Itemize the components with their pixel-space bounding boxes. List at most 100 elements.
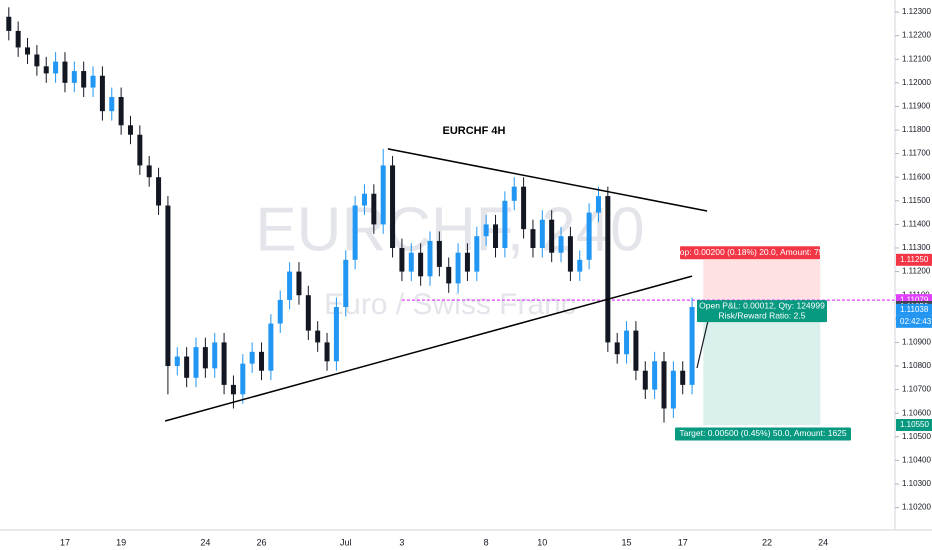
target-label: Target: 0.00500 (0.45%) 50.0, Amount: 16…	[679, 428, 847, 438]
candle-body	[230, 384, 236, 395]
y-tick-label: 1.12200	[902, 31, 931, 40]
label-box	[680, 246, 820, 260]
candle-body	[483, 224, 489, 237]
candle-body	[502, 200, 508, 249]
x-tick-label: 19	[116, 537, 126, 547]
candle-body	[221, 342, 227, 385]
y-tick-label: 1.10500	[902, 432, 931, 441]
candle-body	[661, 361, 667, 409]
label-box	[675, 427, 851, 441]
candle-body	[511, 186, 517, 201]
price-label-box	[896, 303, 932, 316]
y-tick-label: 1.10800	[902, 361, 931, 370]
x-tick-label: 24	[818, 537, 828, 547]
candle-body	[240, 363, 246, 395]
candle-body	[614, 342, 620, 355]
candle-body	[652, 361, 658, 390]
candle-body	[446, 266, 452, 284]
candle-body	[567, 236, 573, 272]
candle-body	[549, 219, 555, 253]
y-tick-label: 1.11800	[902, 125, 931, 134]
candle-body	[455, 252, 461, 284]
y-tick-label: 1.11500	[902, 196, 931, 205]
y-tick-label: 1.10700	[902, 385, 931, 394]
candle-body	[399, 248, 405, 272]
price-label: 1.11250	[900, 255, 929, 264]
chart-title: EURCHF 4H	[443, 125, 506, 137]
x-tick-label: 22	[762, 537, 772, 547]
candle-body	[146, 165, 152, 178]
label-box	[697, 300, 827, 323]
watermark: EURCHF, 240	[255, 195, 644, 264]
rr-label: Risk/Reward Ratio: 2.5	[719, 310, 806, 320]
candle-body	[464, 252, 470, 272]
price-label-box	[896, 253, 932, 266]
candle-body	[436, 240, 442, 267]
y-tick-label: 1.10400	[902, 455, 931, 464]
x-tick-label: Jul	[340, 537, 352, 547]
candle-body	[71, 71, 77, 83]
y-tick-label: 1.11200	[902, 267, 931, 276]
price-label: 1.11038	[900, 305, 929, 314]
candle-body	[380, 165, 386, 225]
candle-body	[259, 351, 265, 371]
pnl-label: Open P&L: 0.00012, Qty: 124999	[699, 300, 825, 310]
y-tick-label: 1.11600	[902, 172, 931, 181]
price-label: 1.10550	[900, 420, 929, 429]
candle-body	[361, 193, 367, 206]
candle-body	[689, 307, 695, 385]
candle-body	[521, 186, 527, 230]
countdown-label: 02:42:43	[900, 317, 932, 326]
candle-body	[605, 196, 611, 343]
stop-zone	[703, 259, 821, 301]
candle-body	[633, 330, 639, 371]
candle-body	[390, 165, 396, 249]
y-tick-label: 1.11400	[902, 220, 931, 229]
candle-body	[670, 370, 676, 409]
candle-body	[305, 295, 311, 331]
candle-body	[43, 66, 49, 74]
candle-body	[577, 259, 583, 272]
candle-body	[371, 193, 377, 225]
candle-body	[34, 54, 40, 67]
candle-body	[184, 356, 190, 378]
candle-body	[202, 347, 208, 369]
candle-body	[296, 271, 302, 296]
countdown-box	[896, 315, 932, 328]
candle-body	[352, 205, 358, 260]
candle-body	[493, 224, 499, 249]
y-tick-label: 1.10300	[902, 479, 931, 488]
x-tick-label: 3	[399, 537, 404, 547]
candle-body	[212, 342, 218, 369]
candle-body	[624, 330, 630, 355]
y-tick-label: 1.12300	[902, 7, 931, 16]
candle-body	[268, 323, 274, 371]
candle-body	[6, 16, 12, 31]
candle-body	[62, 61, 68, 83]
y-tick-label: 1.12000	[902, 78, 931, 87]
candle-body	[539, 219, 545, 249]
x-tick-label: 24	[200, 537, 210, 547]
x-tick-label: 17	[678, 537, 688, 547]
candle-body	[315, 330, 321, 343]
candle-body	[99, 75, 105, 112]
candle-body	[427, 240, 433, 277]
candle-body	[249, 351, 255, 364]
trendline	[164, 275, 693, 422]
candle-body	[81, 71, 87, 88]
candle-body	[642, 370, 648, 390]
candle-body	[343, 259, 349, 308]
x-tick-label: 15	[622, 537, 632, 547]
candle-body	[15, 30, 21, 48]
x-tick-label: 17	[60, 537, 70, 547]
candle-body	[53, 61, 59, 74]
candle-body	[156, 177, 162, 206]
x-tick-label: 26	[257, 537, 267, 547]
candle-body	[530, 229, 536, 249]
y-tick-label: 1.12100	[902, 54, 931, 63]
y-tick-label: 1.11700	[902, 149, 931, 158]
y-tick-label: 1.11300	[902, 243, 931, 252]
y-tick-label: 1.10200	[902, 503, 931, 512]
